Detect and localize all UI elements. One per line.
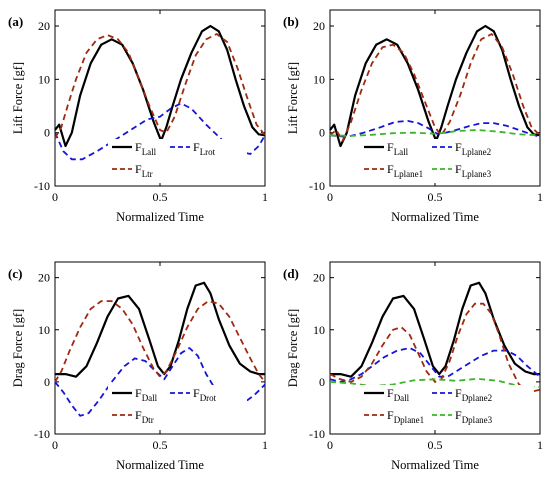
legend-label-dall: FDall — [387, 386, 410, 403]
y-axis-label: Lift Force [gf] — [11, 62, 25, 134]
x-tick-label: 0.5 — [153, 438, 168, 452]
y-tick-label: -10 — [309, 427, 325, 441]
series-line-lplane2 — [329, 120, 541, 138]
legend-label-dplane3: FDplane3 — [455, 408, 493, 425]
y-tick-label: 0 — [44, 126, 50, 140]
series-line-lall — [54, 24, 266, 148]
x-tick-label: 0.5 — [428, 438, 443, 452]
legend-label-lplane3: FLplane3 — [455, 162, 492, 179]
x-tick-label: 1 — [537, 190, 543, 204]
legend-label-dplane1: FDplane1 — [387, 408, 424, 425]
y-tick-label: 0 — [44, 375, 50, 389]
series-line-lplane3 — [329, 129, 541, 137]
x-tick-label: 0 — [327, 438, 333, 452]
x-tick-label: 1 — [537, 438, 543, 452]
y-tick-label: 0 — [319, 375, 325, 389]
series-line-lall — [329, 24, 541, 148]
x-tick-label: 0 — [327, 190, 333, 204]
legend-box — [360, 385, 534, 429]
legend-label-dall: FDall — [135, 386, 158, 403]
y-axis-label: Drag Force [gf] — [286, 309, 300, 387]
y-tick-label: 10 — [313, 72, 325, 86]
y-axis-label: Lift Force [gf] — [286, 62, 300, 134]
y-tick-label: 0 — [319, 126, 325, 140]
x-axis-label: Normalized Time — [391, 210, 479, 224]
legend-label-dplane2: FDplane2 — [455, 386, 492, 403]
x-axis-label: Normalized Time — [116, 210, 204, 224]
panel-label: (d) — [283, 266, 299, 281]
y-tick-label: 20 — [313, 271, 325, 285]
legend-label-ltr: FLtr — [135, 162, 153, 179]
legend-label-drot: FDrot — [193, 386, 217, 403]
y-tick-label: -10 — [34, 427, 50, 441]
panel-label: (c) — [8, 266, 22, 281]
x-tick-label: 1 — [262, 190, 268, 204]
y-tick-label: 20 — [38, 271, 50, 285]
y-tick-label: 10 — [313, 323, 325, 337]
series-line-ltr — [54, 33, 266, 139]
series-line-dtr — [54, 300, 266, 383]
legend-label-dtr: FDtr — [135, 408, 154, 425]
legend-label-lall: FLall — [135, 140, 157, 157]
y-tick-label: 10 — [38, 323, 50, 337]
x-tick-label: 0 — [52, 190, 58, 204]
y-axis-label: Drag Force [gf] — [11, 309, 25, 387]
y-tick-label: 10 — [38, 72, 50, 86]
series-line-lplane1 — [329, 33, 541, 142]
x-axis-label: Normalized Time — [391, 458, 479, 472]
legend-box — [108, 385, 247, 429]
y-tick-label: 20 — [38, 19, 50, 33]
x-tick-label: 1 — [262, 438, 268, 452]
y-tick-label: -10 — [309, 179, 325, 193]
series-line-dall — [330, 281, 540, 378]
legend-box — [108, 139, 247, 183]
x-tick-label: 0 — [52, 438, 58, 452]
legend-label-lplane2: FLplane2 — [455, 140, 491, 157]
series-line-dall — [55, 281, 265, 378]
legend-label-lrot: FLrot — [193, 140, 216, 157]
legend-box — [360, 139, 534, 183]
y-tick-label: -10 — [34, 179, 50, 193]
panel-label: (b) — [283, 14, 299, 29]
x-axis-label: Normalized Time — [116, 458, 204, 472]
x-tick-label: 0.5 — [428, 190, 443, 204]
y-tick-label: 20 — [313, 19, 325, 33]
legend-label-lall: FLall — [387, 140, 409, 157]
x-tick-label: 0.5 — [153, 190, 168, 204]
panel-label: (a) — [8, 14, 23, 29]
legend-label-lplane1: FLplane1 — [387, 162, 423, 179]
